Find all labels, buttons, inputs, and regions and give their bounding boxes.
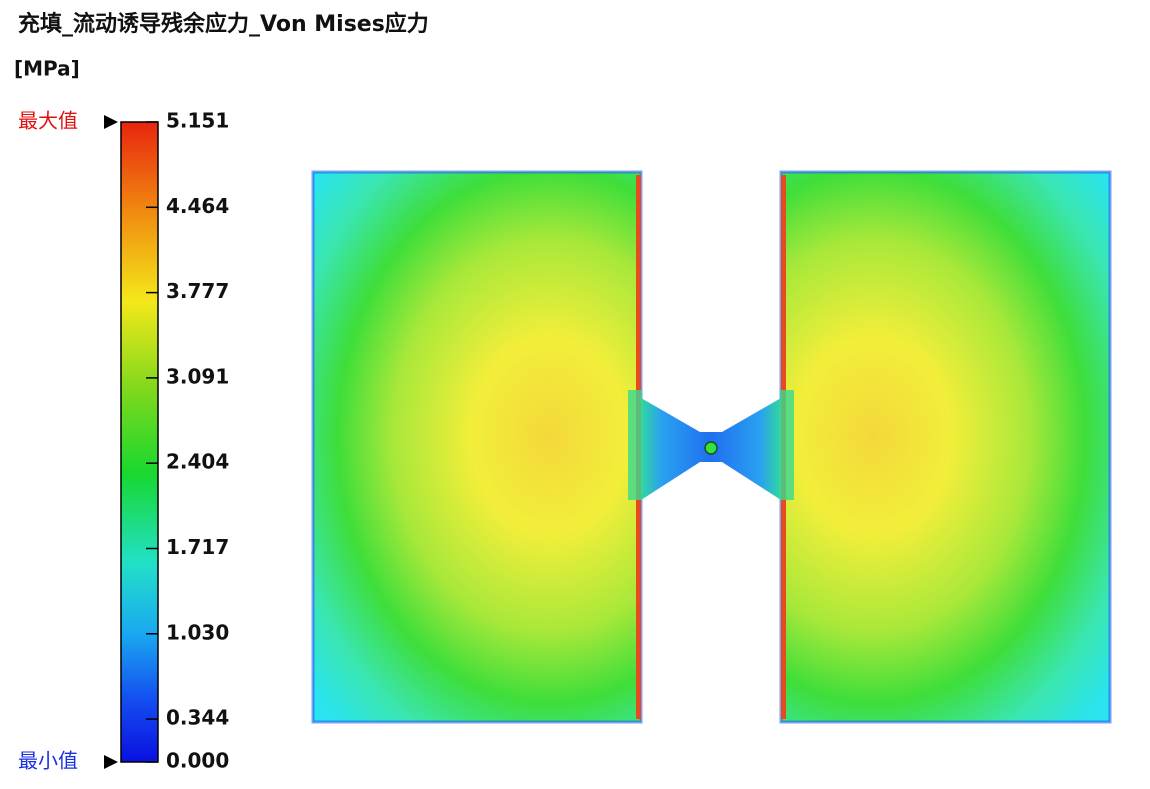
tick-label: 5.151 (166, 109, 229, 133)
tick-label: 3.777 (166, 279, 229, 303)
tick-label: 0.000 (166, 749, 229, 773)
sprue (704, 441, 718, 455)
gate-right (780, 390, 794, 500)
color-scale (120, 121, 159, 763)
tick-label: 0.344 (166, 706, 229, 730)
min-arrow (104, 755, 118, 769)
tick-label: 4.464 (166, 194, 229, 218)
max-arrow (104, 115, 118, 129)
scale-ticks: 5.151 4.464 3.777 3.091 2.404 1.717 1.030 0.344… (146, 109, 229, 773)
max-label: 最大值 (18, 109, 78, 133)
cavity-right (781, 172, 1110, 722)
unit: [MPa] (14, 57, 80, 81)
min-label: 最小值 (18, 749, 78, 773)
gate-left (628, 390, 642, 500)
tick-label: 1.030 (166, 620, 229, 644)
tick-label: 2.404 (166, 450, 229, 474)
tick-label: 1.717 (166, 535, 229, 559)
tick-label: 3.091 (166, 364, 229, 388)
cavity-left (313, 172, 641, 722)
title: 充填_流动诱导残余应力_Von Mises应力 (18, 11, 429, 37)
part (311, 170, 1112, 724)
